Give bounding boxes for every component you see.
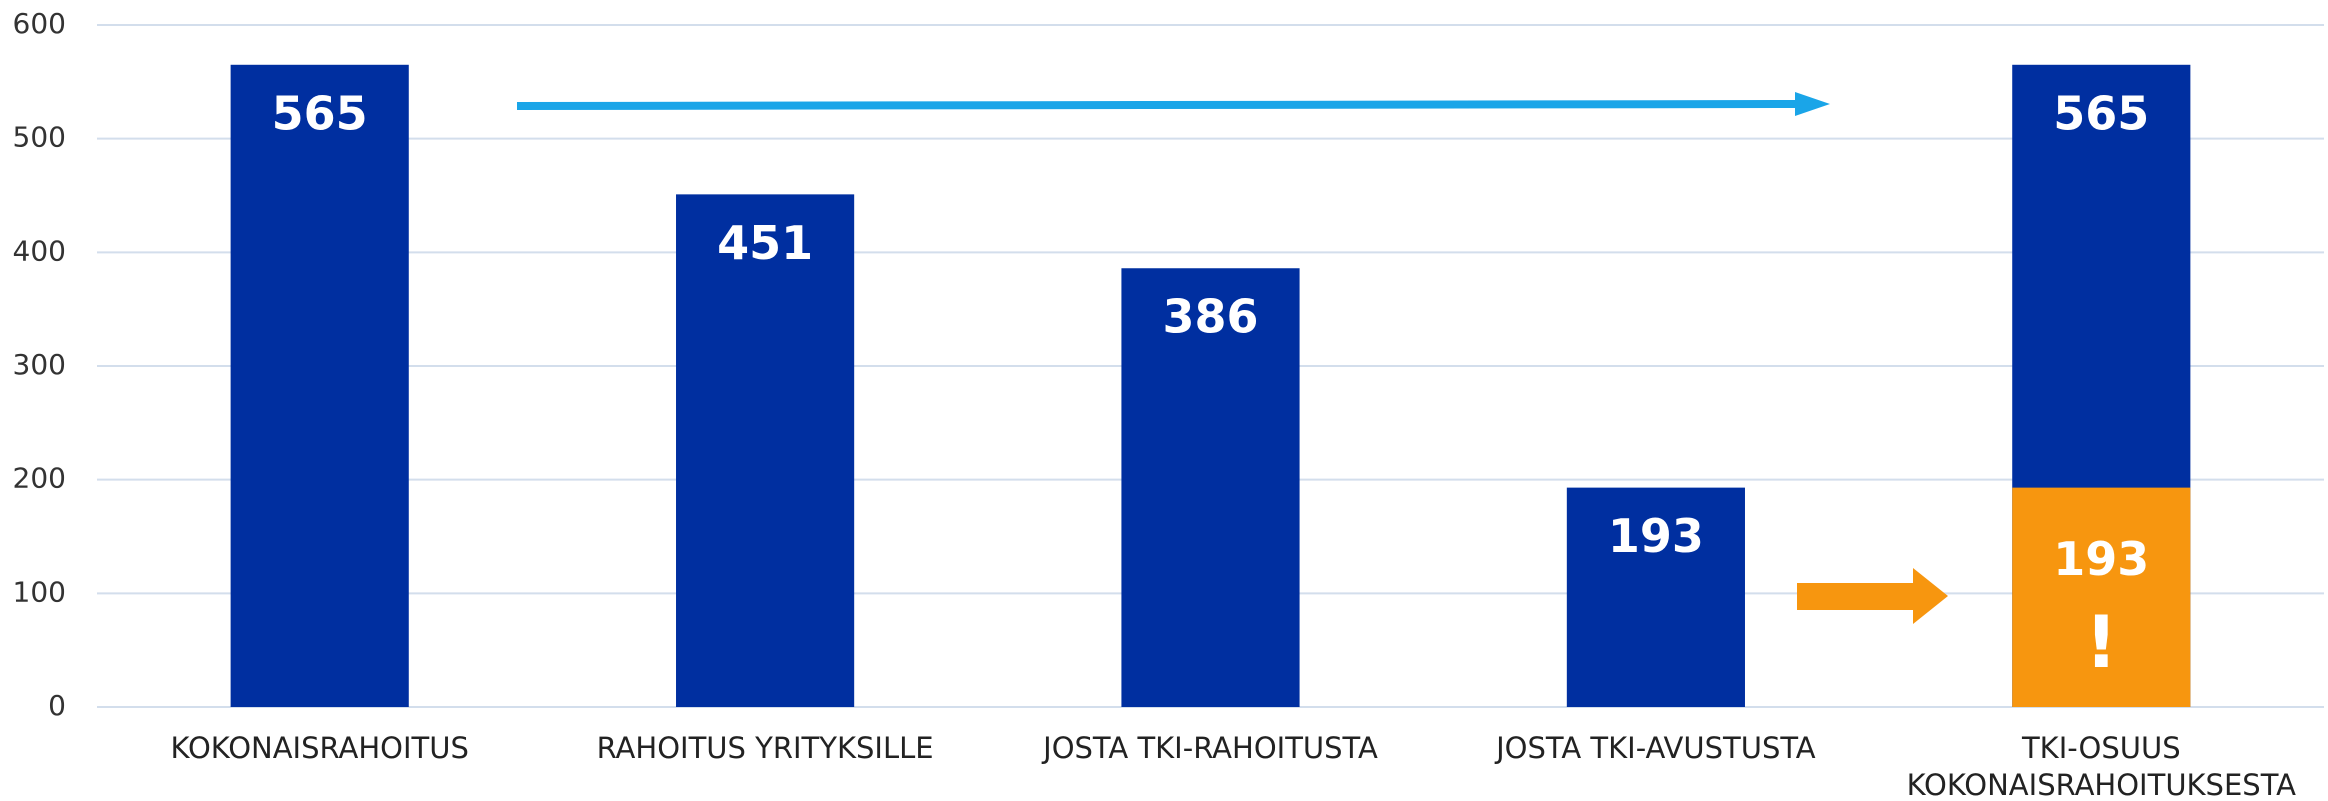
y-tick-label: 0 <box>48 689 66 722</box>
y-tick-label: 100 <box>13 575 66 608</box>
bar <box>676 194 855 707</box>
decor-arrow-orange <box>1797 568 1948 624</box>
value-label: 565 <box>2053 86 2149 140</box>
x-tick-label: TKI-OSUUS <box>2021 731 2181 765</box>
x-tick-label: JOSTA TKI-AVUSTUSTA <box>1494 731 1816 765</box>
value-label: 565 <box>272 86 368 140</box>
y-tick-label: 200 <box>13 462 66 495</box>
value-label: 193 <box>2053 532 2149 586</box>
x-tick-label: JOSTA TKI-RAHOITUSTA <box>1041 731 1378 765</box>
y-tick-label: 600 <box>13 7 66 40</box>
annotation: ! <box>2085 600 2118 684</box>
bar <box>1121 268 1300 707</box>
bar <box>230 64 409 708</box>
value-label: 386 <box>1162 290 1258 344</box>
y-tick-label: 500 <box>13 121 66 154</box>
value-label: 451 <box>717 216 813 270</box>
bar <box>1566 487 1745 707</box>
x-tick-label: KOKONAISRAHOITUS <box>171 731 469 765</box>
decor-arrow-blue <box>516 92 1830 116</box>
value-label: 193 <box>1608 509 1704 563</box>
y-tick-label: 300 <box>13 348 66 381</box>
highlight-bar <box>2012 487 2191 707</box>
y-tick-label: 400 <box>13 234 66 267</box>
x-tick-label: KOKONAISRAHOITUKSESTA <box>1907 768 2297 801</box>
x-tick-label: RAHOITUS YRITYKSILLE <box>597 731 934 765</box>
